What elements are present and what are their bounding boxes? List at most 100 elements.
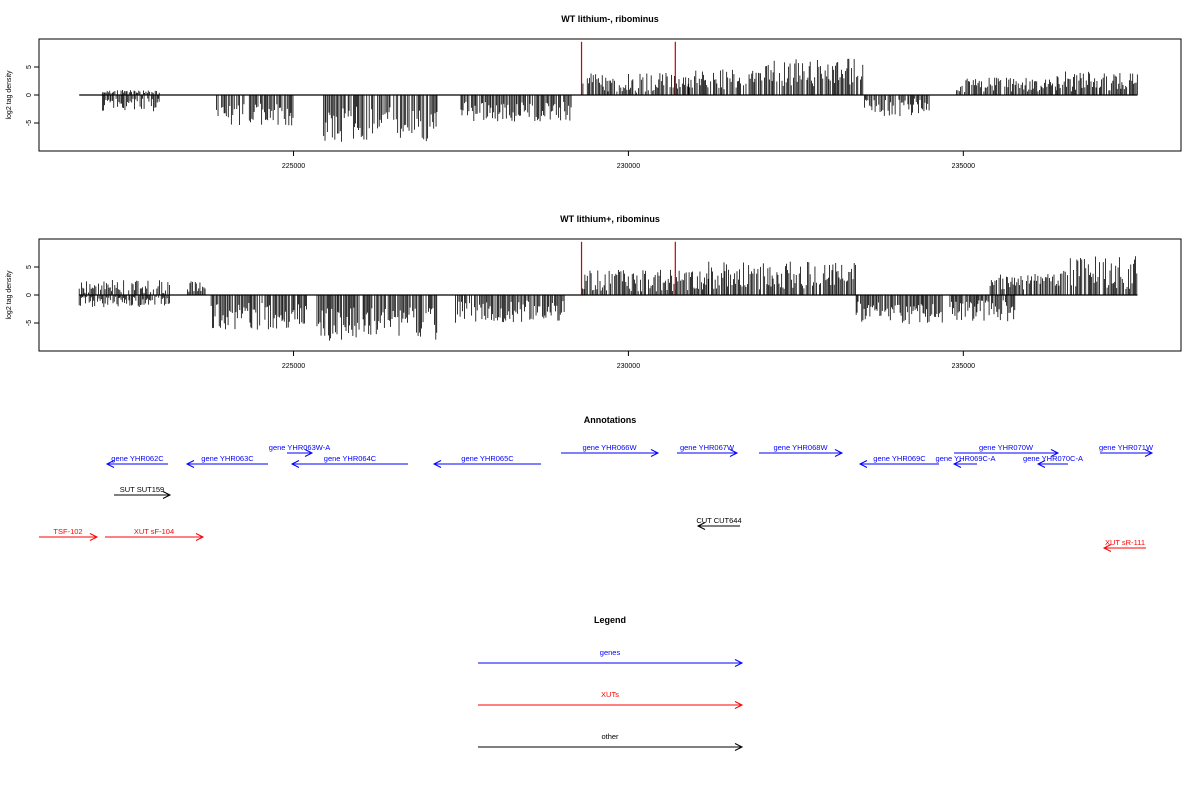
coverage-segment-2 [216, 95, 294, 126]
x-tick-label: 225000 [282, 363, 305, 370]
coverage-segment-11 [1063, 256, 1138, 295]
feature-label: gene YHR068W [773, 443, 828, 452]
coverage-segment-0 [102, 95, 160, 112]
y-tick-label: -5 [26, 120, 33, 126]
feature-arrow-icon [105, 533, 205, 541]
feature-label: CUT CUT644 [696, 516, 741, 525]
feature-arrow-icon [561, 449, 660, 457]
legend-item-genes: genes [478, 648, 744, 667]
feature-arrow-icon [114, 491, 172, 499]
feature-label: SUT SUT159 [120, 485, 164, 494]
feature-label: gene YHR062C [111, 454, 164, 463]
annotation-feature: gene YHR062C [105, 454, 168, 468]
coverage-bars [78, 241, 1138, 341]
feature-label: gene YHR063W-A [269, 443, 330, 452]
coverage-segment-10 [1056, 71, 1138, 95]
feature-arrow-icon [290, 460, 408, 468]
coverage-segment-8 [863, 95, 930, 117]
coverage-segment-1 [78, 295, 170, 308]
y-tick-label: 5 [26, 265, 33, 269]
feature-label: gene YHR066W [582, 443, 637, 452]
track-panel-lithium-plus: WT lithium+, ribominus 225000 230000 23500… [6, 214, 1182, 370]
annotation-feature: gene YHR069C [858, 454, 939, 468]
feature-label: XUT sF-104 [134, 527, 174, 536]
annotation-feature: gene YHR067W [677, 443, 739, 457]
feature-label: gene YHR069C-A [936, 454, 996, 463]
feature-label: gene YHR069C [873, 454, 926, 463]
coverage-segment-2 [187, 281, 206, 295]
annotation-feature: gene YHR063C [185, 454, 268, 468]
feature-label: XUT sR-111 [1105, 538, 1145, 547]
feature-label: gene YHR064C [324, 454, 377, 463]
annotation-feature: gene YHR066W [561, 443, 660, 457]
feature-arrow-icon [677, 449, 739, 457]
feature-label: TSF-102 [53, 527, 82, 536]
feature-arrow-icon [858, 460, 939, 468]
y-axis-label: log2 tag density [6, 270, 13, 320]
coverage-segment-9 [956, 77, 1058, 95]
legend-arrow-icon [478, 701, 744, 709]
annotation-feature: CUT CUT644 [696, 516, 742, 530]
feature-arrow-icon [759, 449, 844, 457]
coverage-segment-6 [581, 269, 709, 295]
feature-arrow-icon [1102, 544, 1146, 552]
legend-arrow-icon [478, 743, 744, 751]
annotation-feature: gene YHR069C-A [936, 454, 996, 468]
legend-label: XUTs [601, 690, 619, 699]
annotation-feature: gene YHR070C-A [1023, 454, 1083, 468]
annotation-feature: gene YHR070W [954, 443, 1060, 457]
coverage-segment-4 [316, 295, 438, 341]
annotation-feature: gene YHR064C [290, 454, 408, 468]
legend-title: Legend [594, 615, 626, 625]
feature-arrow-icon [105, 460, 168, 468]
annotation-feature: XUT sF-104 [105, 527, 205, 541]
coverage-segment-3 [323, 95, 438, 142]
legend-label: other [601, 732, 619, 741]
axes: 225000 230000 235000 -5 0 5 [26, 65, 1138, 170]
axes: 225000 230000 235000 -5 0 5 [26, 265, 1138, 370]
feature-label: gene YHR063C [201, 454, 254, 463]
coverage-segment-0 [78, 279, 170, 295]
feature-arrow-icon [185, 460, 268, 468]
x-tick-label: 230000 [617, 163, 640, 170]
coverage-segment-4 [460, 95, 572, 122]
legend-item-XUTs: XUTs [478, 690, 744, 709]
panel-title: WT lithium-, ribominus [561, 14, 659, 24]
coverage-segment-1 [102, 90, 160, 95]
coverage-segment-5 [581, 73, 689, 95]
feature-label: gene YHR065C [461, 454, 514, 463]
coverage-segment-10 [989, 273, 1063, 295]
feature-arrow-icon [432, 460, 541, 468]
legend-item-other: other [478, 732, 744, 751]
panel-title: WT lithium+, ribominus [560, 214, 660, 224]
annotation-feature: gene YHR068W [759, 443, 844, 457]
y-tick-label: -5 [26, 320, 33, 326]
feature-label: gene YHR071W [1099, 443, 1154, 452]
coverage-segment-3 [210, 295, 307, 330]
coverage-segment-8 [855, 295, 943, 325]
y-tick-label: 5 [26, 65, 33, 69]
legend-panel: Legend genes XUTs other [478, 615, 744, 751]
annotation-feature: XUT sR-111 [1102, 538, 1146, 552]
annotation-feature: gene YHR065C [432, 454, 541, 468]
x-tick-label: 230000 [617, 363, 640, 370]
annotations-title: Annotations [584, 415, 637, 425]
feature-label: gene YHR070W [979, 443, 1034, 452]
x-tick-label: 235000 [952, 363, 975, 370]
annotation-feature: gene YHR063W-A [269, 443, 330, 457]
x-tick-label: 235000 [952, 163, 975, 170]
y-tick-label: 0 [26, 293, 33, 297]
y-tick-label: 0 [26, 93, 33, 97]
feature-arrow-icon [952, 460, 977, 468]
coverage-segment-7 [758, 58, 864, 95]
annotation-feature: SUT SUT159 [114, 485, 172, 499]
feature-arrow-icon [696, 522, 740, 530]
coverage-segment-6 [688, 69, 759, 95]
annotation-feature: TSF-102 [39, 527, 99, 541]
legend-label: genes [600, 648, 621, 657]
feature-arrow-icon [1100, 449, 1154, 457]
track-panel-lithium-minus: WT lithium-, ribominus 225000 230000 23500… [6, 14, 1182, 170]
x-tick-label: 225000 [282, 163, 305, 170]
legend-arrow-icon [478, 659, 744, 667]
